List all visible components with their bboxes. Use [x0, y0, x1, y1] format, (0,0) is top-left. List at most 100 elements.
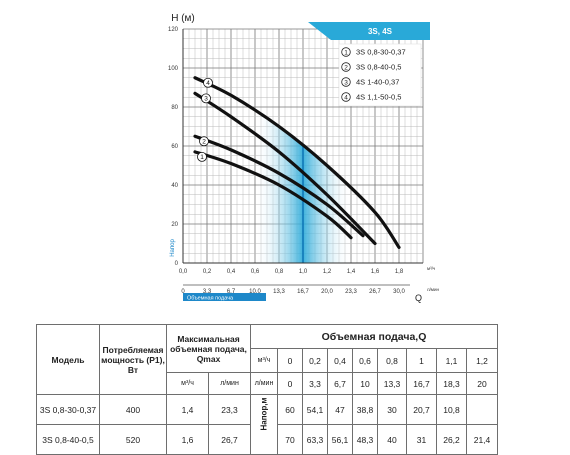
legend-box: [338, 43, 422, 107]
flow-m3h-cell: 0,6: [352, 348, 378, 373]
head-value-cell: 47: [327, 394, 353, 425]
flow-lmin-cell: 18,3: [436, 372, 467, 395]
series-marker-label: 3: [204, 96, 208, 103]
col-qmax: Максимальная объемная подача, Qmax: [166, 324, 251, 373]
x2-tick-label: 13,3: [273, 289, 285, 295]
head-value-cell: [466, 394, 498, 425]
head-value-cell: 38,8: [352, 394, 378, 425]
model-cell: 3S 0,8-40-0,5: [36, 424, 100, 455]
flow-m3h-cell: 1,2: [466, 348, 498, 373]
x2-tick-label: 0: [181, 289, 185, 295]
y-tick-label: 120: [168, 27, 179, 33]
legend-marker-label: 1: [344, 49, 348, 56]
legend-entry-label: 4S 1,1-50-0,5: [356, 93, 401, 102]
series-marker-label: 2: [202, 138, 206, 145]
x-tick-label: 1,6: [371, 269, 380, 275]
flow-lmin-cell: 6,7: [327, 372, 353, 395]
y-tick-label: 40: [171, 183, 178, 189]
series-marker-circle: [203, 77, 213, 88]
col-flow: Объемная подача,Q: [250, 324, 498, 349]
x2-tick-label: 16,7: [297, 289, 309, 295]
x2-title-box: [183, 293, 266, 301]
series-marker-circle: [199, 136, 209, 147]
series-marker-circle: [197, 151, 207, 162]
series-marker-label: 4: [206, 80, 210, 87]
flow-lmin-cell: 20: [466, 372, 498, 395]
series-line-1: [193, 150, 353, 240]
head-value-cell: 63,3: [302, 424, 328, 455]
y-axis-title: H (м): [171, 13, 195, 24]
flow-m3h-cell: 0: [277, 348, 303, 373]
x2-axis-title: Объемная подача: [187, 296, 234, 302]
flow-m3h-cell: 1,1: [436, 348, 467, 373]
x-unit-label: м³/ч: [427, 266, 436, 271]
x2-tick-label: 10,0: [249, 289, 261, 295]
head-label: Напор,м: [250, 394, 278, 455]
x-tick-label: 1,2: [323, 269, 332, 275]
series-marker-circle: [201, 93, 211, 104]
legend-header: [308, 22, 430, 40]
series-line-4: [193, 76, 401, 249]
y-tick-label: 100: [168, 66, 179, 72]
y-tick-label: 0: [175, 261, 179, 267]
head-value-cell: 56,1: [327, 424, 353, 455]
head-value-cell: 31: [406, 424, 437, 455]
legend-entry-label: 3S 0,8-40-0,5: [356, 63, 401, 72]
flow-lmin-cell: 10: [352, 372, 378, 395]
qmax-lmin-cell: 23,3: [208, 394, 251, 425]
flow-m3h-cell: 0,2: [302, 348, 328, 373]
legend-marker-circle: [341, 47, 351, 57]
qmax-m3h-cell: 1,6: [166, 424, 209, 455]
legend: 3S, 4S 1 3S 0,8-30-0,37 2 3S 0,8-40-0,5 3 4S 1…: [308, 22, 430, 107]
x2-unit-label: л/мин: [427, 287, 439, 292]
flow-lmin-cell: 0: [277, 372, 303, 395]
y-tick-label: 80: [171, 105, 178, 111]
qmax-unit-lmin: л/мин: [208, 372, 251, 395]
flow-lmin-cell: 16,7: [406, 372, 437, 395]
y-axis-rotated-label: Напор: [170, 239, 176, 257]
y-tick-label: 20: [171, 222, 178, 228]
head-value-cell: 70: [277, 424, 303, 455]
x2-tick-label: 3,3: [203, 289, 212, 295]
legend-marker-label: 2: [344, 64, 348, 71]
power-cell: 400: [99, 394, 167, 425]
flow-lmin-cell: 3,3: [302, 372, 328, 395]
x2-tick-label: 20,0: [321, 289, 333, 295]
series-marker-label: 1: [200, 154, 204, 161]
flow-m3h-cell: 1: [406, 348, 437, 373]
x-axis-title: Q: [415, 293, 422, 303]
series-curves: 1 2 3 4: [193, 76, 401, 249]
head-label-text: Напор,м: [259, 397, 269, 431]
head-value-cell: 30: [377, 394, 407, 425]
flow-m3h-cell: 0,8: [377, 348, 407, 373]
head-value-cell: 48,3: [352, 424, 378, 455]
head-value-cell: 20,7: [406, 394, 437, 425]
head-value-cell: 60: [277, 394, 303, 425]
head-value-cell: 40: [377, 424, 407, 455]
qmax-unit-m3h: м³/ч: [166, 372, 209, 395]
head-value-cell: 54,1: [302, 394, 328, 425]
qmax-lmin-cell: 26,7: [208, 424, 251, 455]
legend-title: 3S, 4S: [368, 27, 393, 36]
x-tick-label: 1,8: [395, 269, 404, 275]
series-line-2: [193, 134, 365, 238]
power-cell: 520: [99, 424, 167, 455]
x2-tick-label: 26,7: [369, 289, 381, 295]
x-tick-label: 0,4: [227, 269, 236, 275]
unit-m3h: м³/ч: [250, 348, 278, 373]
legend-marker-circle: [341, 62, 351, 72]
performance-table: Модель Потребляемая мощность (P1), Вт Ма…: [36, 324, 498, 455]
x2-tick-label: 30,0: [393, 289, 405, 295]
x-tick-label: 0,6: [251, 269, 260, 275]
x-tick-label: 0,8: [275, 269, 284, 275]
legend-entry-label: 3S 0,8-30-0,37: [356, 48, 406, 57]
legend-marker-circle: [341, 77, 351, 87]
y-tick-label: 60: [171, 144, 178, 150]
x-tick-label: 0,0: [179, 269, 188, 275]
head-value-cell: 26,2: [436, 424, 467, 455]
table-row: 3S 0,8-30-0,37 400 1,4 23,3 Напор,м 60 54…: [36, 394, 498, 455]
flow-m3h-cell: 0,4: [327, 348, 353, 373]
x2-tick-label: 6,7: [227, 289, 236, 295]
